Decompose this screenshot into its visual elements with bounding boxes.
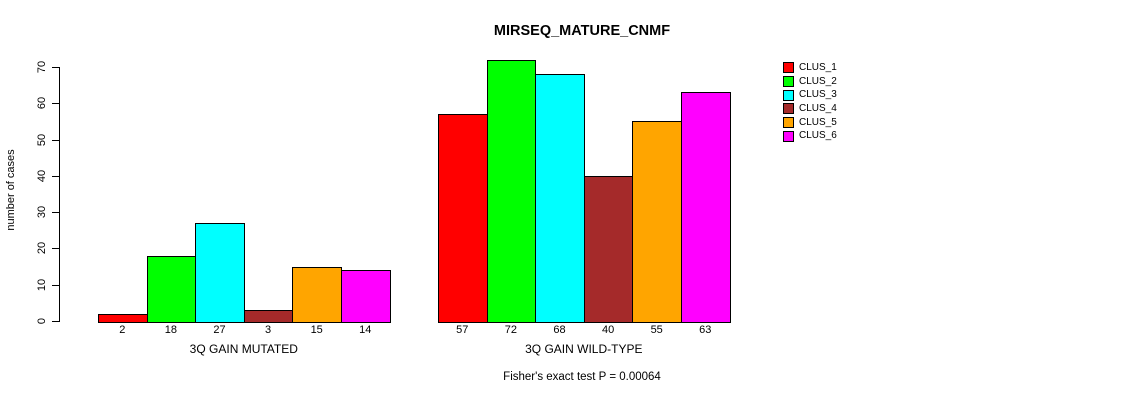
bar-value-label: 15 bbox=[310, 324, 323, 336]
bar-clus_2-group2 bbox=[487, 60, 536, 323]
bar-clus_4-group1 bbox=[244, 310, 293, 323]
y-axis-tick-label: 20 bbox=[36, 241, 48, 255]
y-axis-tick bbox=[52, 321, 59, 322]
legend-label: CLUS_3 bbox=[799, 89, 837, 101]
bar-value-label: 63 bbox=[699, 324, 712, 336]
bar-clus_6-group1 bbox=[341, 270, 391, 323]
legend-item-clus_4: CLUS_4 bbox=[783, 102, 837, 116]
legend-color-swatch bbox=[783, 117, 794, 129]
legend-item-clus_2: CLUS_2 bbox=[783, 75, 837, 89]
legend-color-swatch bbox=[783, 130, 794, 142]
legend-color-swatch bbox=[783, 103, 794, 115]
y-axis-tick bbox=[52, 285, 59, 286]
y-axis-tick bbox=[52, 248, 59, 249]
bar-value-label: 40 bbox=[601, 324, 615, 336]
legend-label: CLUS_2 bbox=[799, 75, 837, 87]
fisher-test-annotation: Fisher's exact test P = 0.00064 bbox=[503, 371, 661, 383]
bar-clus_5-group1 bbox=[292, 267, 342, 323]
y-axis-tick-label: 60 bbox=[36, 96, 48, 110]
bar-clus_4-group2 bbox=[584, 176, 633, 323]
legend-color-swatch bbox=[783, 89, 794, 101]
bar-clus_3-group2 bbox=[535, 74, 585, 323]
bar-value-label: 27 bbox=[213, 324, 226, 336]
y-axis-tick bbox=[52, 176, 59, 177]
y-axis-tick-label: 70 bbox=[36, 60, 48, 74]
y-axis-tick-label: 0 bbox=[36, 317, 48, 325]
y-axis-tick bbox=[52, 67, 59, 68]
y-axis-tick-label: 40 bbox=[36, 169, 48, 183]
chart-title: MIRSEQ_MATURE_CNMF bbox=[493, 23, 671, 39]
y-axis-tick-label: 10 bbox=[36, 278, 48, 292]
bar-value-label: 3 bbox=[265, 324, 272, 336]
legend-color-swatch bbox=[783, 62, 794, 74]
y-axis-tick bbox=[52, 140, 59, 141]
bar-clus_5-group2 bbox=[632, 121, 682, 323]
bar-clus_1-group2 bbox=[438, 114, 488, 323]
x-group-label: 3Q GAIN WILD-TYPE bbox=[525, 342, 643, 356]
legend-label: CLUS_6 bbox=[799, 130, 837, 142]
bar-value-label: 2 bbox=[119, 324, 126, 336]
y-axis-tick-label: 30 bbox=[36, 205, 48, 219]
legend-label: CLUS_1 bbox=[799, 61, 837, 73]
bar-value-label: 55 bbox=[650, 324, 663, 336]
bar-value-label: 14 bbox=[359, 324, 372, 336]
legend: CLUS_1 CLUS_2 CLUS_3 CLUS_4 CLUS_5 CLUS_6 bbox=[783, 61, 837, 143]
y-axis-tick bbox=[52, 103, 59, 104]
bar-value-label: 72 bbox=[504, 324, 518, 336]
legend-item-clus_6: CLUS_6 bbox=[783, 129, 837, 143]
bar-clus_2-group1 bbox=[147, 256, 196, 323]
bar-clus_1-group1 bbox=[98, 314, 148, 323]
legend-label: CLUS_4 bbox=[799, 102, 837, 114]
bar-value-label: 18 bbox=[164, 324, 178, 336]
legend-label: CLUS_5 bbox=[799, 116, 837, 128]
legend-item-clus_3: CLUS_3 bbox=[783, 88, 837, 102]
bar-value-label: 57 bbox=[456, 324, 469, 336]
legend-item-clus_5: CLUS_5 bbox=[783, 116, 837, 130]
bar-clus_3-group1 bbox=[195, 223, 245, 323]
bar-value-label: 68 bbox=[553, 324, 566, 336]
y-axis-tick bbox=[52, 212, 59, 213]
bar-clus_6-group2 bbox=[681, 92, 731, 323]
y-axis-tick-label: 50 bbox=[36, 133, 48, 147]
x-group-label: 3Q GAIN MUTATED bbox=[189, 342, 298, 356]
y-axis-label: number of cases bbox=[5, 149, 17, 231]
y-axis-line bbox=[59, 67, 60, 322]
legend-item-clus_1: CLUS_1 bbox=[783, 61, 837, 75]
legend-color-swatch bbox=[783, 76, 794, 88]
